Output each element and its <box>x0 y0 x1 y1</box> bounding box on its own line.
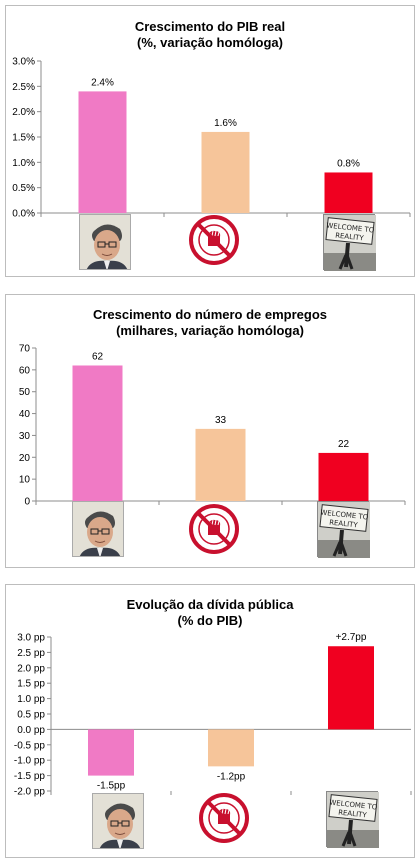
chart-title-gdp: Crescimento do PIB real (%, variação hom… <box>6 19 414 51</box>
chart-title-debt-line1: Evolução da dívida pública <box>126 597 294 612</box>
bar <box>72 365 123 501</box>
y-tick-label: 10 <box>19 475 31 486</box>
welcome-reality-image: WELCOME TO REALITY <box>317 501 370 558</box>
crossed-logo-image <box>188 501 240 557</box>
bar <box>195 428 246 501</box>
data-label: 2.4% <box>91 77 114 88</box>
chart-panel-debt: Evolução da dívida pública (% do PIB) -2… <box>5 584 415 858</box>
portrait-image <box>72 501 124 557</box>
data-label: 33 <box>215 415 227 426</box>
y-tick-label: 20 <box>19 453 31 464</box>
portrait-image <box>79 214 131 270</box>
y-tick-label: 0.5% <box>12 183 35 194</box>
bar <box>318 452 369 501</box>
chart-title-jobs: Crescimento do número de empregos (milha… <box>6 307 414 339</box>
bar <box>324 172 373 213</box>
bar <box>208 729 254 767</box>
welcome-reality-image: WELCOME TO REALITY <box>326 791 379 848</box>
bar <box>201 131 250 213</box>
y-tick-label: 3.0 pp <box>17 633 45 644</box>
y-tick-label: 0.5 pp <box>17 710 45 721</box>
chart-title-gdp-line1: Crescimento do PIB real <box>134 19 286 34</box>
svg-text:REALITY: REALITY <box>335 231 365 242</box>
y-tick-label: 0.0% <box>12 209 35 220</box>
bar <box>88 729 134 776</box>
data-label: -1.2pp <box>217 771 246 782</box>
bar <box>78 91 127 213</box>
y-tick-label: 2.5 pp <box>17 648 45 659</box>
y-tick-label: 2.0% <box>12 107 35 118</box>
chart-subtitle-jobs: (milhares, variação homóloga) <box>116 323 304 338</box>
chart-title-debt: Evolução da dívida pública (% do PIB) <box>6 597 414 629</box>
y-tick-label: 1.5% <box>12 133 35 144</box>
y-tick-label: 1.5 pp <box>17 679 45 690</box>
y-tick-label: 2.5% <box>12 82 35 93</box>
chart-subtitle-debt: (% do PIB) <box>177 613 243 628</box>
chart-debt: -2.0 pp -1.5 pp -1.0 pp -0.5 pp 0.0 pp 0.5 pp… <box>14 632 412 798</box>
data-label: 22 <box>338 439 350 450</box>
y-tick-label: 50 <box>19 387 31 398</box>
y-tick-label: 3.0% <box>12 57 35 68</box>
data-label: +2.7pp <box>336 632 367 643</box>
y-tick-label: 1.0% <box>12 158 35 169</box>
chart-title-jobs-line1: Crescimento do número de empregos <box>92 307 328 322</box>
y-tick-label: -1.5 pp <box>14 771 46 782</box>
y-tick-label: -1.0 pp <box>14 756 46 767</box>
portrait-image <box>92 793 144 849</box>
bar <box>328 646 374 730</box>
data-label: 0.8% <box>337 158 360 169</box>
chart-subtitle-gdp: (%, variação homóloga) <box>137 35 283 50</box>
y-tick-label: 70 <box>19 344 31 355</box>
y-tick-label: 30 <box>19 431 31 442</box>
y-tick-label: 1.0 pp <box>17 694 45 705</box>
crossed-logo-image <box>188 212 240 268</box>
svg-text:REALITY: REALITY <box>329 518 359 529</box>
welcome-reality-image: WELCOME TO REALITY <box>323 214 376 271</box>
crossed-logo-image <box>198 790 250 846</box>
y-tick-label: 60 <box>19 365 31 376</box>
y-tick-label: 0 <box>24 497 30 508</box>
y-tick-label: -2.0 pp <box>14 787 46 798</box>
y-tick-label: 0.0 pp <box>17 725 45 736</box>
y-tick-label: 40 <box>19 409 31 420</box>
data-label: 1.6% <box>214 118 237 129</box>
chart-panel-jobs: Crescimento do número de empregos (milha… <box>5 294 415 568</box>
y-tick-label: -0.5 pp <box>14 740 46 751</box>
chart-gdp: 0.0% 0.5% 1.0% 1.5% 2.0% 2.5% 3.0% 2.4% 1.6% 0.8% <box>12 57 411 220</box>
svg-text:REALITY: REALITY <box>338 808 368 819</box>
data-label: 62 <box>92 351 104 362</box>
y-tick-label: 2.0 pp <box>17 663 45 674</box>
chart-panel-gdp: Crescimento do PIB real (%, variação hom… <box>5 5 415 277</box>
data-label: -1.5pp <box>97 781 126 792</box>
